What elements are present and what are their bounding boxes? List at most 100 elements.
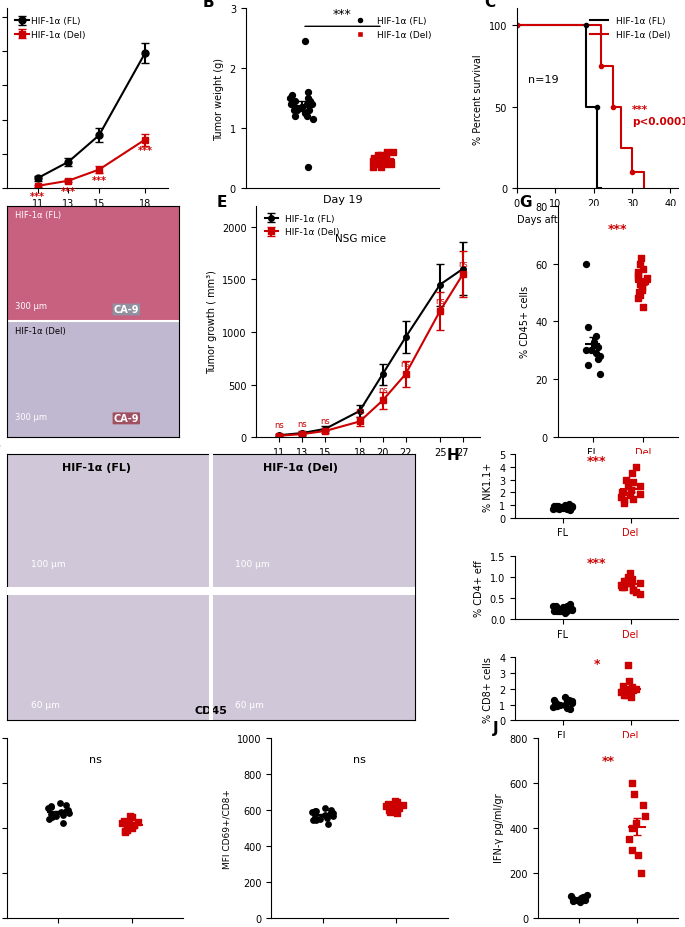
Point — [562, 502, 573, 516]
Point — [559, 501, 570, 515]
Text: G: G — [519, 195, 532, 210]
Point — [63, 803, 74, 818]
Bar — [7, 322, 179, 438]
Point — [625, 690, 636, 705]
Point — [616, 578, 627, 593]
Point — [369, 152, 379, 167]
Y-axis label: % NK1.1+: % NK1.1+ — [484, 462, 493, 511]
Point — [310, 803, 321, 818]
Point — [621, 473, 632, 488]
Point — [593, 352, 603, 367]
Y-axis label: IFN-γ pg/ml/gr: IFN-γ pg/ml/gr — [494, 793, 504, 862]
Point — [623, 479, 634, 494]
Text: 300 μm: 300 μm — [16, 301, 47, 311]
Point — [636, 865, 647, 880]
Point — [550, 603, 561, 617]
Point — [640, 809, 651, 824]
Legend: HIF-1α (FL), HIF-1α (Del): HIF-1α (FL), HIF-1α (Del) — [586, 14, 673, 44]
Point — [307, 98, 318, 113]
Point — [119, 825, 130, 840]
Point — [623, 832, 634, 846]
Point — [623, 570, 634, 585]
Point — [621, 574, 632, 589]
Point — [567, 891, 578, 906]
Point — [46, 799, 57, 814]
Point — [58, 808, 68, 823]
Point — [624, 685, 635, 700]
Y-axis label: Tumor weight (g): Tumor weight (g) — [214, 57, 224, 141]
Point — [553, 602, 564, 616]
Point — [638, 798, 649, 813]
Point — [547, 700, 558, 715]
Point — [632, 847, 643, 862]
Point — [384, 805, 395, 819]
Point — [558, 600, 569, 615]
Point — [621, 681, 632, 696]
Point — [625, 483, 636, 498]
Point — [559, 697, 570, 712]
Point — [127, 820, 138, 835]
Point — [625, 577, 636, 591]
Point — [376, 161, 387, 176]
Text: 100 μm: 100 μm — [236, 560, 270, 568]
Point — [566, 603, 577, 617]
Point — [287, 89, 298, 104]
Point — [564, 503, 575, 518]
Point — [556, 500, 566, 514]
Point — [625, 683, 636, 698]
Point — [559, 690, 570, 705]
Text: ns: ns — [88, 755, 101, 765]
Point — [290, 95, 301, 109]
Point — [123, 817, 134, 832]
Point — [378, 155, 389, 170]
Point — [566, 694, 577, 709]
Point — [554, 603, 565, 618]
Point — [593, 341, 603, 356]
HIF-1α (FL) — [582, 102, 590, 113]
Line: HIF-1α (FL): HIF-1α (FL) — [516, 26, 601, 189]
Text: F: F — [0, 444, 1, 459]
Point — [616, 580, 627, 595]
Point — [386, 799, 397, 814]
HIF-1α (FL) — [512, 20, 521, 32]
Point — [60, 804, 71, 819]
Point — [590, 347, 601, 362]
Point — [619, 580, 630, 595]
Point — [561, 500, 572, 514]
Point — [556, 603, 566, 617]
Point — [384, 803, 395, 818]
Point — [303, 92, 314, 107]
Point — [591, 329, 602, 344]
Point — [310, 809, 321, 824]
Point — [627, 582, 638, 597]
Point — [558, 501, 569, 515]
Text: CA-9: CA-9 — [114, 305, 139, 315]
Point — [288, 104, 299, 119]
Point — [623, 674, 634, 689]
Point — [547, 502, 558, 516]
Point — [634, 257, 645, 272]
Point — [386, 804, 397, 819]
Point — [618, 578, 629, 593]
Point — [303, 86, 314, 101]
Point — [127, 810, 138, 825]
Point — [589, 335, 600, 349]
Point — [320, 807, 331, 822]
Point — [616, 685, 627, 700]
Y-axis label: Tumor growth ( mm³): Tumor growth ( mm³) — [207, 270, 216, 374]
Text: ns: ns — [401, 360, 410, 368]
Point — [548, 604, 559, 619]
Point — [550, 696, 561, 711]
HIF-1α (Del) — [616, 102, 625, 113]
Point — [550, 502, 561, 516]
Point — [627, 683, 638, 698]
Point — [325, 803, 336, 818]
Text: 300 μm: 300 μm — [16, 413, 47, 422]
Point — [548, 499, 559, 514]
Point — [548, 692, 559, 707]
Point — [575, 891, 586, 906]
Point — [634, 577, 645, 591]
Point — [285, 98, 296, 113]
Point — [571, 893, 582, 908]
Text: HIF-1α (FL): HIF-1α (FL) — [62, 463, 131, 473]
